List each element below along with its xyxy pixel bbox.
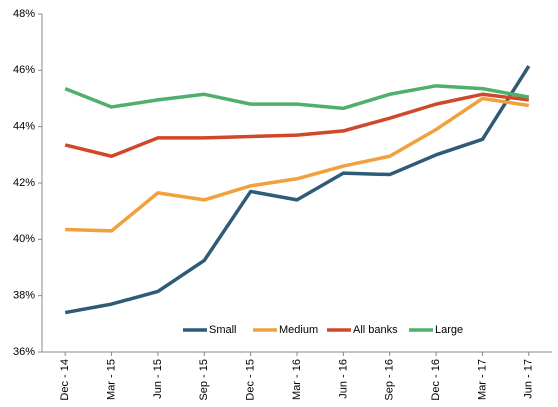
x-tick-label: Sep - 15 (198, 359, 210, 401)
x-tick-label: Jun - 16 (337, 359, 349, 399)
legend-label: All banks (353, 324, 398, 336)
series-line (65, 96, 530, 233)
x-tick-label: Dec - 15 (245, 359, 257, 401)
x-tick-label: Mar - 15 (105, 359, 117, 400)
x-tick-label: Dec - 16 (430, 359, 442, 401)
y-tick-label: 46% (13, 64, 35, 76)
legend-label: Small (209, 324, 237, 336)
x-tick-label: Jun - 15 (152, 359, 164, 399)
y-tick-label: 44% (13, 121, 35, 133)
legend-label: Medium (279, 324, 318, 336)
y-tick-label: 36% (13, 346, 35, 358)
y-tick-label: 42% (13, 177, 35, 189)
legend-label: Large (435, 324, 463, 336)
x-tick-label: Sep - 16 (384, 359, 396, 401)
x-tick-label: Jun - 17 (523, 359, 535, 399)
y-tick-label: 38% (13, 290, 35, 302)
x-tick-label: Dec - 14 (59, 359, 71, 401)
series-line (64, 92, 530, 158)
x-tick-label: Mar - 16 (291, 359, 303, 400)
x-tick-label: Mar - 17 (476, 359, 488, 400)
y-tick-label: 48% (13, 8, 35, 20)
series-line (64, 65, 531, 315)
y-tick-label: 40% (13, 233, 35, 245)
series-line (64, 84, 530, 111)
